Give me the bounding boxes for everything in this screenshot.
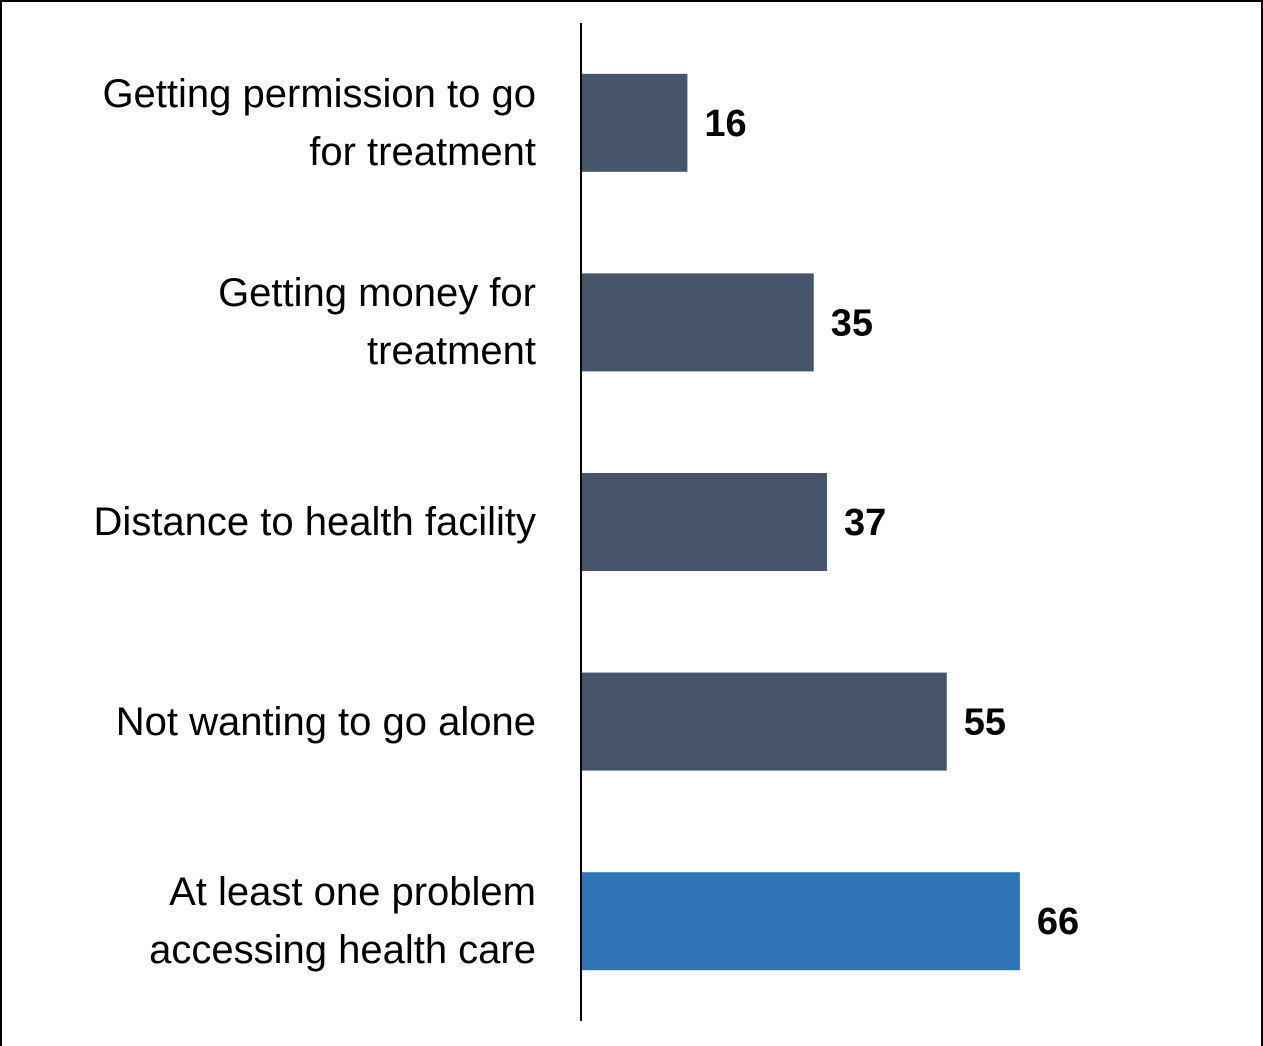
category-label: Distance to health facility <box>93 500 536 544</box>
category-label: Getting permission to go for treatment <box>102 71 536 174</box>
bar <box>581 672 947 771</box>
bar <box>581 273 814 372</box>
value-label: 16 <box>704 103 746 145</box>
value-label: 66 <box>1037 901 1079 943</box>
value-label: 35 <box>831 302 873 344</box>
value-label: 37 <box>844 502 886 544</box>
bar <box>581 73 688 172</box>
bar <box>581 872 1020 971</box>
value-label: 55 <box>964 702 1006 744</box>
category-label: At least one problem accessing health ca… <box>149 870 536 973</box>
category-label: Not wanting to go alone <box>115 699 536 744</box>
category-label: Getting money for treatment <box>218 271 536 374</box>
bar <box>581 473 828 571</box>
